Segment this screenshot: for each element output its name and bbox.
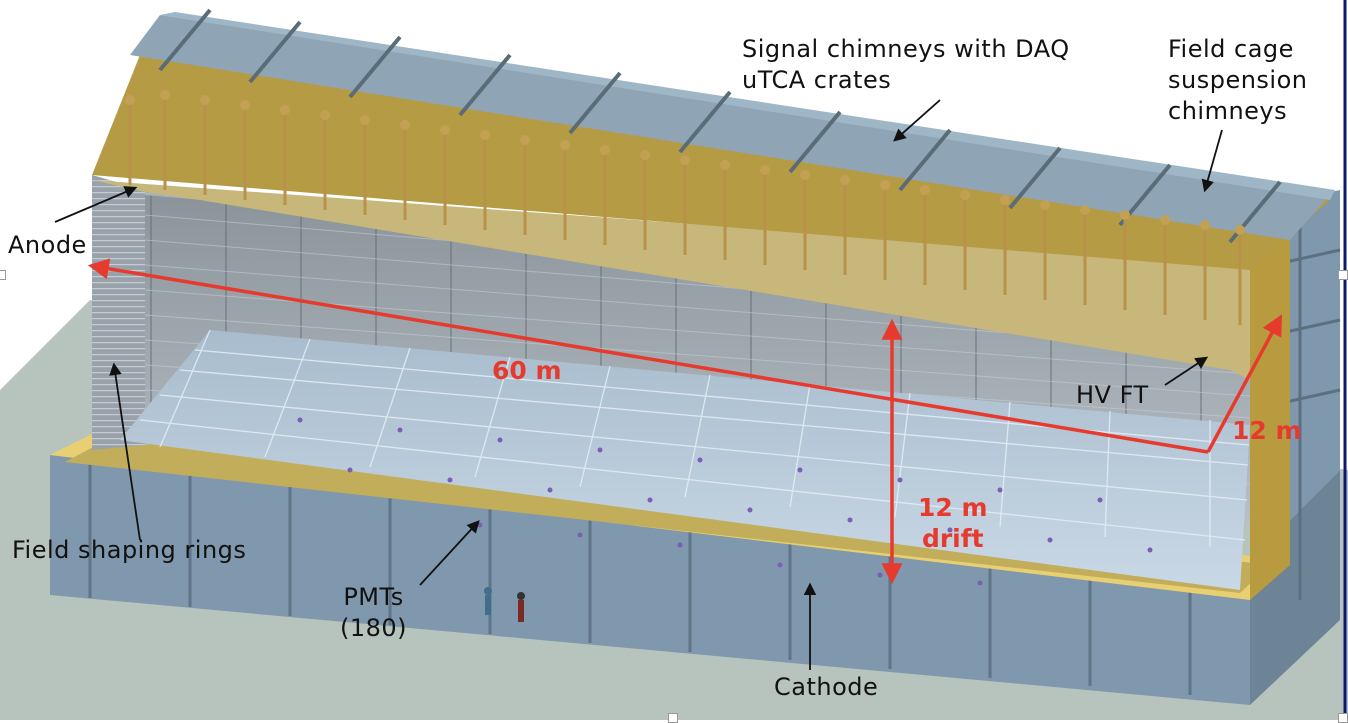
selection-handle-left[interactable] bbox=[0, 270, 6, 280]
field-cage-line-2: suspension bbox=[1168, 66, 1308, 94]
pmts-label: PMTs (180) bbox=[340, 582, 407, 644]
chimney-heads bbox=[125, 90, 1245, 235]
length-dimension-label: 60 m bbox=[492, 356, 562, 385]
field-cage-end bbox=[92, 175, 145, 450]
width-arrow bbox=[1206, 314, 1282, 453]
field-rings-callout bbox=[109, 362, 141, 541]
cryostat-base bbox=[50, 455, 1250, 705]
selection-handle-bottom-right[interactable] bbox=[1338, 713, 1348, 723]
signal-chimneys-callout bbox=[893, 99, 941, 142]
people-scale-figures bbox=[484, 587, 525, 622]
cryostat-side bbox=[1250, 470, 1340, 705]
field-cage-label: Field cage suspension chimneys bbox=[1168, 34, 1308, 127]
hv-ft-label: HV FT bbox=[1076, 381, 1149, 409]
field-shaping-rings-label: Field shaping rings bbox=[12, 536, 247, 564]
cathode-label: Cathode bbox=[774, 673, 879, 701]
field-cage-callout bbox=[1201, 129, 1223, 193]
length-arrow bbox=[87, 258, 1209, 454]
hv-ft-callout bbox=[1164, 356, 1209, 386]
drift-line-2: drift bbox=[921, 524, 984, 553]
anode-deck bbox=[92, 180, 1250, 380]
selection-handle-right[interactable] bbox=[1338, 270, 1348, 280]
signal-chimneys-line-1: Signal chimneys with DAQ bbox=[742, 35, 1070, 63]
drift-line-1: 12 m bbox=[918, 493, 988, 522]
width-dimension-label: 12 m bbox=[1232, 416, 1302, 445]
selection-handle-bottom[interactable] bbox=[668, 713, 678, 723]
drift-dimension-label: 12 m drift bbox=[918, 492, 988, 554]
anode-callout bbox=[54, 186, 138, 223]
signal-chimneys-label: Signal chimneys with DAQ uTCA crates bbox=[742, 34, 1070, 96]
pmts-line-2: (180) bbox=[340, 614, 408, 642]
cathode-grid bbox=[120, 330, 1250, 590]
signal-chimneys bbox=[128, 95, 1242, 325]
cathode-grid-lines bbox=[139, 329, 1250, 547]
field-cage-line-3: chimneys bbox=[1168, 97, 1288, 125]
signal-chimneys-line-2: uTCA crates bbox=[742, 66, 892, 94]
pmts-line-1: PMTs bbox=[343, 583, 404, 611]
pmts-callout bbox=[419, 520, 480, 586]
insulation-right bbox=[1250, 200, 1290, 600]
field-cage-line-1: Field cage bbox=[1168, 35, 1294, 63]
anode-label: Anode bbox=[8, 231, 87, 259]
pmt-dots bbox=[297, 417, 1153, 586]
